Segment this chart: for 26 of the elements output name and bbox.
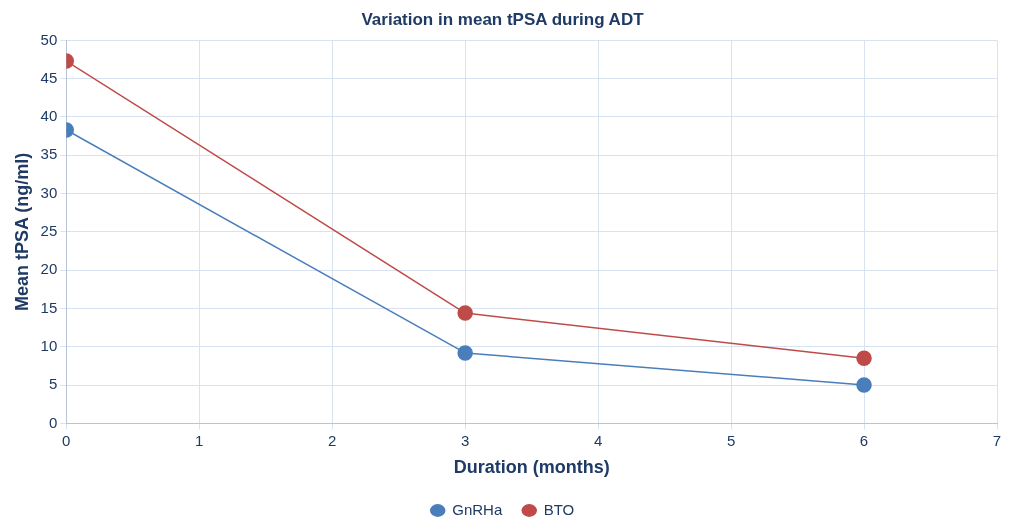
x-tick-label: 1: [195, 431, 204, 449]
y-tick-label: 20: [40, 260, 58, 278]
y-tick-label: 10: [40, 336, 58, 354]
x-tick-label: 0: [62, 431, 71, 449]
x-tick-label: 2: [328, 431, 337, 449]
x-tick-label: 7: [992, 431, 1002, 449]
y-tick-label: 5: [48, 375, 58, 393]
y-axis-title: Mean tPSA (ng/ml): [11, 152, 32, 312]
y-tick-label: 45: [40, 68, 58, 86]
y-tick-label: 0: [48, 413, 58, 431]
point: [856, 377, 872, 393]
x-tick-label: 4: [593, 431, 603, 449]
legend-label: GnRHa: [452, 500, 503, 518]
y-tick-label: 25: [40, 222, 58, 240]
y-tick-label: 40: [40, 107, 58, 125]
y-tick-label: 30: [40, 183, 58, 201]
x-tick-label: 6: [859, 431, 869, 449]
x-axis-title: Duration (months): [453, 457, 610, 478]
point: [856, 350, 872, 367]
y-tick-label: 15: [40, 298, 58, 316]
legend-label: BTO: [543, 500, 575, 518]
x-tick-label: 3: [460, 431, 470, 449]
y-tick-label: 35: [40, 145, 58, 163]
x-tick-label: 5: [726, 431, 736, 449]
y-tick-label: 50: [40, 30, 58, 48]
chart-title: Variation in mean tPSA during ADT: [361, 9, 645, 29]
